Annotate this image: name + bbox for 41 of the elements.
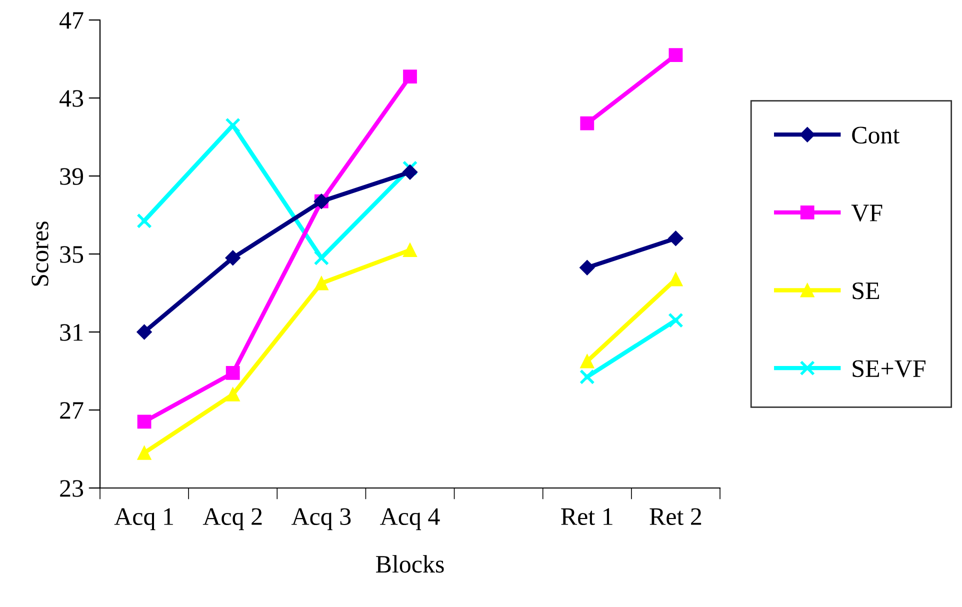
- point: [402, 160, 418, 176]
- point: [137, 446, 152, 460]
- y-tick-label: 31: [60, 324, 83, 341]
- y-tick-label: 39: [60, 168, 84, 185]
- x-tick-label: Acq 3: [291, 508, 351, 530]
- legend-label: SE+VF: [852, 360, 926, 378]
- y-tick-label: 43: [60, 90, 84, 107]
- x-tick-label: Ret 1: [561, 508, 612, 526]
- x-tick-label: Ret 2: [650, 508, 702, 526]
- point: [580, 369, 595, 384]
- point: [136, 324, 152, 340]
- legend-label: SE: [852, 282, 880, 300]
- point: [226, 387, 240, 402]
- point: [314, 250, 330, 266]
- y-tick-label: 23: [60, 480, 84, 497]
- y-tick-label: 47: [60, 12, 84, 29]
- point: [668, 312, 684, 328]
- point: [136, 213, 152, 228]
- point: [225, 250, 240, 266]
- point: [137, 414, 152, 429]
- x-axis-title: Blocks: [376, 555, 444, 573]
- point: [580, 354, 594, 368]
- legend-label: VF: [851, 204, 882, 222]
- point: [314, 276, 328, 290]
- y-tick-label: 27: [60, 402, 84, 419]
- point: [403, 243, 417, 258]
- y-axis-title: Scores: [32, 222, 48, 286]
- x-tick-label: Acq 1: [114, 508, 173, 530]
- point: [226, 366, 240, 380]
- point: [402, 164, 418, 180]
- y-tick-label: 35: [60, 246, 84, 263]
- point: [403, 70, 417, 84]
- legend-label: Cont: [852, 126, 900, 144]
- point: [668, 48, 683, 62]
- point: [580, 116, 594, 130]
- x-tick-label: Acq 4: [380, 508, 440, 530]
- point: [580, 260, 595, 276]
- point: [225, 118, 240, 133]
- point: [668, 272, 683, 286]
- x-tick-label: Acq 2: [202, 508, 262, 530]
- point: [668, 230, 684, 246]
